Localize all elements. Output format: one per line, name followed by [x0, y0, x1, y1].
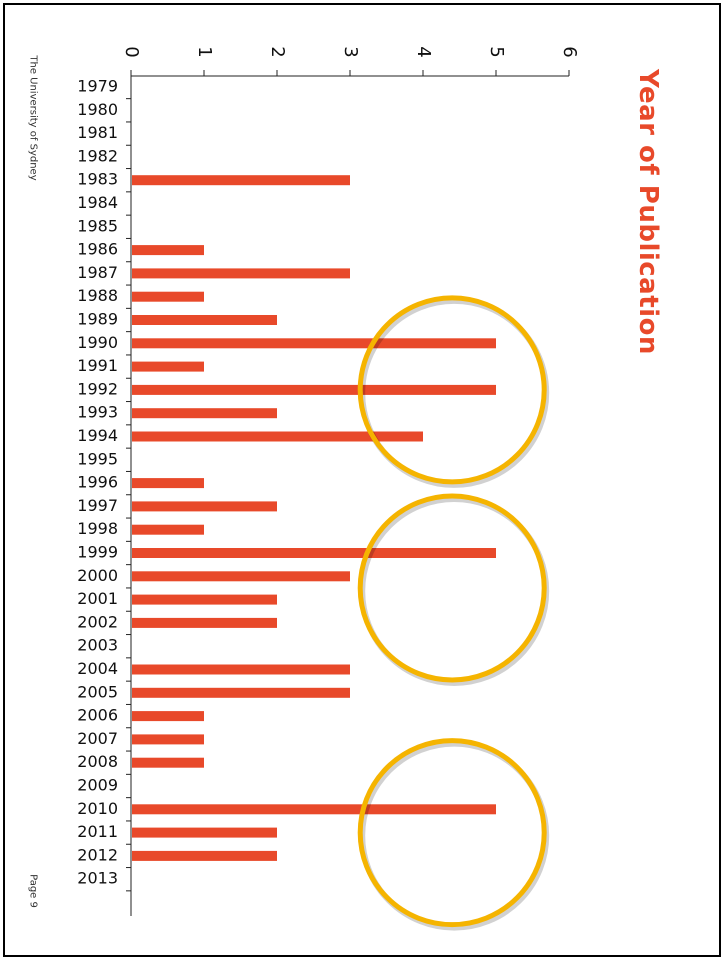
category-label: 1979: [77, 77, 118, 96]
category-label: 1988: [77, 286, 118, 305]
category-label: 1997: [77, 496, 118, 515]
bar-2012: [132, 850, 277, 861]
bar-1997: [132, 501, 277, 512]
bar-1989: [132, 315, 277, 325]
highlight-circle-2: [357, 493, 547, 683]
category-label: 2002: [77, 612, 118, 631]
value-tick-label: 5: [486, 46, 507, 57]
highlight-circle-3: [357, 738, 547, 928]
category-label: 2010: [77, 799, 118, 818]
category-label: 1983: [77, 170, 118, 189]
value-tick-label: 0: [121, 46, 142, 57]
category-label: 2005: [77, 682, 118, 701]
category-label: 2009: [77, 776, 118, 795]
category-label: 1989: [77, 310, 118, 329]
bar-2008: [132, 757, 204, 768]
category-label: 1996: [77, 473, 118, 492]
category-label: 2006: [77, 706, 118, 725]
bar-1998: [132, 524, 204, 535]
category-label: 2001: [77, 589, 118, 608]
category-label: 1998: [77, 519, 118, 538]
category-label: 2011: [77, 822, 118, 841]
value-tick-label: 1: [194, 46, 215, 57]
category-label: 2012: [77, 845, 118, 864]
category-label: 1981: [77, 123, 118, 142]
value-tick-label: 3: [340, 46, 361, 57]
category-label: 1991: [77, 356, 118, 375]
category-label: 1999: [77, 543, 118, 562]
bar-1996: [132, 478, 204, 489]
bar-1999: [132, 548, 496, 558]
category-label: 1984: [77, 193, 118, 212]
category-label: 1992: [77, 379, 118, 398]
bar-2004: [132, 664, 350, 675]
category-label: 1993: [77, 403, 118, 422]
category-label: 2013: [77, 869, 118, 888]
bar-1988: [132, 291, 204, 302]
category-label: 1980: [77, 100, 118, 119]
category-label: 2003: [77, 636, 118, 655]
bar-1987: [132, 268, 350, 279]
bar-2006: [132, 711, 204, 722]
bar-1991: [132, 361, 204, 372]
category-label: 1985: [77, 216, 118, 235]
category-label: 1982: [77, 146, 118, 165]
bar-1993: [132, 408, 277, 419]
category-label: 2000: [77, 566, 118, 585]
bar-1992: [132, 384, 496, 395]
category-label: 1987: [77, 263, 118, 282]
bar-2002: [132, 617, 277, 628]
category-label: 2007: [77, 729, 118, 748]
category-label: 1994: [77, 426, 118, 445]
category-label: 1990: [77, 333, 118, 352]
bar-2001: [132, 594, 277, 605]
category-label: 2004: [77, 659, 118, 678]
value-tick-label: 2: [267, 46, 288, 57]
bar-2000: [132, 571, 350, 582]
bar-2010: [132, 804, 496, 815]
bar-1990: [132, 338, 496, 349]
bar-1986: [132, 245, 204, 256]
bar-1994: [132, 431, 423, 442]
bar-2005: [132, 687, 350, 698]
highlight-circle-1: [357, 295, 547, 485]
value-tick-label: 4: [413, 46, 434, 57]
bar-2011: [132, 827, 277, 838]
category-label: 2008: [77, 752, 118, 771]
value-tick-label: 6: [559, 46, 580, 57]
category-label: 1995: [77, 449, 118, 468]
slide-frame: [3, 3, 721, 957]
category-label: 1986: [77, 240, 118, 259]
bar-2007: [132, 734, 204, 745]
bar-1983: [132, 175, 350, 186]
